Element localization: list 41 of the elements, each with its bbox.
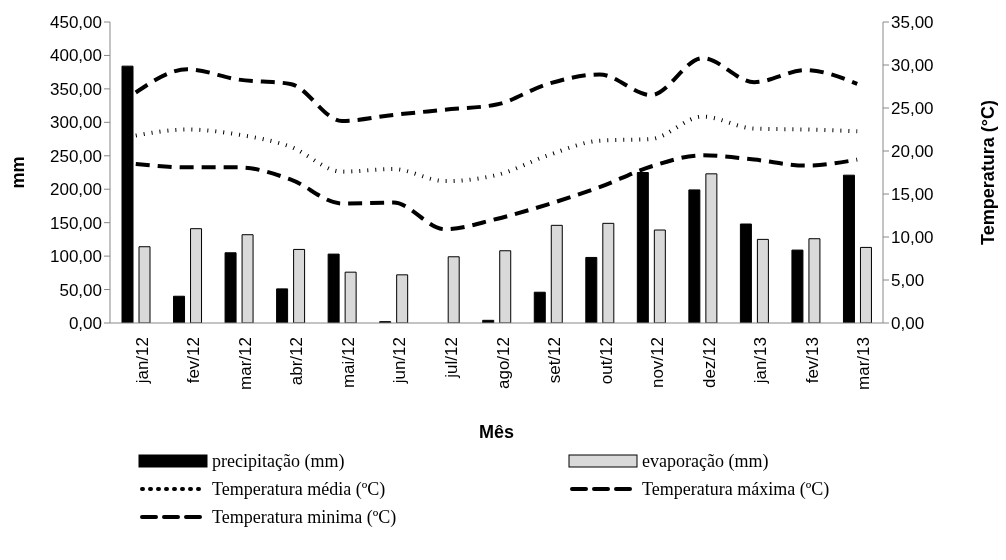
y2-tick-label: 10,00 (891, 228, 934, 248)
x-tick-label: jan/13 (751, 337, 771, 385)
x-tick-label: mai/12 (338, 337, 358, 389)
x-axis-title: Mês (478, 422, 515, 442)
x-tick-label: fev/13 (802, 337, 822, 384)
x-tick-label: jul/12 (442, 337, 462, 379)
legend-label: Temperatura minima (ºC) (212, 506, 397, 528)
y2-tick-label: 5,00 (891, 271, 925, 291)
y2-tick-label: 35,00 (891, 13, 934, 33)
x-tick-label: mar/13 (854, 337, 874, 390)
x-tick-label: out/12 (596, 337, 616, 385)
legend-label: Temperatura média (ºC) (212, 478, 386, 500)
y-tick-label: 0,00 (68, 314, 102, 334)
y-tick-label: 200,00 (50, 180, 102, 200)
x-tick-label: jan/12 (132, 337, 152, 385)
y-tick-label: 400,00 (50, 46, 102, 66)
x-tick-label: ago/12 (493, 337, 513, 389)
x-tick-label: dez/12 (699, 337, 719, 389)
y-tick-label: 300,00 (50, 113, 102, 133)
y2-tick-label: 15,00 (891, 185, 934, 205)
y-tick-label: 50,00 (59, 280, 102, 300)
y2-axis-title: Temperatura (°C) (978, 100, 999, 245)
x-tick-label: mar/12 (235, 337, 255, 390)
y-tick-label: 350,00 (50, 79, 102, 99)
y2-tick-label: 0,00 (891, 314, 925, 334)
y-tick-label: 150,00 (50, 213, 102, 233)
y-tick-label: 100,00 (50, 247, 102, 267)
legend-label: evaporação (mm) (642, 450, 769, 472)
x-tick-label: nov/12 (648, 337, 668, 389)
y2-tick-label: 25,00 (891, 99, 934, 119)
y-axis-title: mm (8, 156, 29, 189)
legend-label: Temperatura máxima (ºC) (642, 478, 830, 500)
y-tick-label: 250,00 (50, 146, 102, 166)
x-tick-label: abr/12 (287, 337, 307, 386)
x-tick-label: jun/12 (390, 337, 410, 385)
y2-tick-label: 20,00 (891, 142, 934, 162)
x-tick-label: set/12 (545, 337, 565, 384)
y-tick-label: 450,00 (50, 13, 102, 33)
x-tick-label: fev/12 (184, 337, 204, 384)
legend-label: precipitação (mm) (212, 450, 345, 472)
y2-tick-label: 30,00 (891, 56, 934, 76)
